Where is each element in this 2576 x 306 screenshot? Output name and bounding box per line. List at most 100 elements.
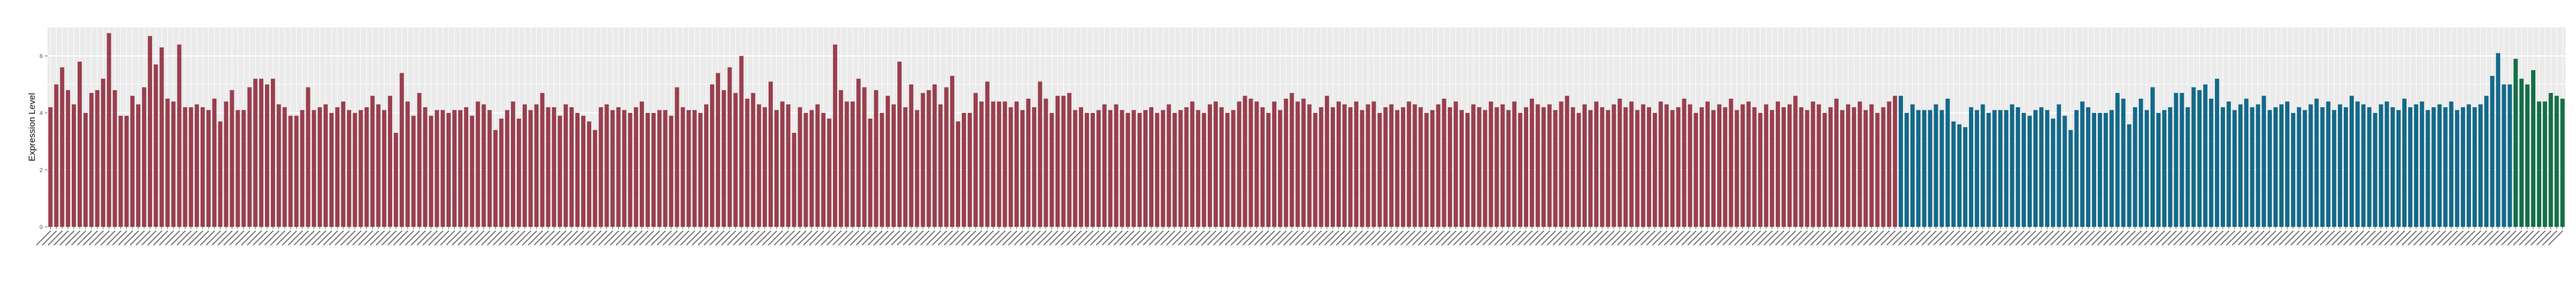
bar xyxy=(780,101,785,227)
x-tick-label xyxy=(1869,230,1884,246)
bar xyxy=(1407,101,1412,227)
bar xyxy=(710,84,715,227)
bar xyxy=(2560,99,2565,227)
bar xyxy=(2496,53,2501,227)
bar xyxy=(1570,107,1575,227)
x-tick-label xyxy=(2062,230,2077,246)
x-tick-label xyxy=(1840,230,1855,246)
x-tick-label xyxy=(621,230,637,246)
x-tick-label xyxy=(112,230,127,246)
x-tick-label xyxy=(1353,230,1369,246)
x-tick-label xyxy=(1254,230,1269,246)
x-tick-label xyxy=(1388,230,1404,246)
bar xyxy=(1746,101,1751,227)
bar xyxy=(1237,101,1242,227)
x-tick-label xyxy=(1066,230,1082,246)
x-tick-label xyxy=(1916,230,1931,246)
bar xyxy=(1659,101,1663,227)
x-tick-label xyxy=(1734,230,1749,246)
bar xyxy=(1453,101,1458,227)
x-tick-label xyxy=(1149,230,1164,246)
bar xyxy=(874,90,878,227)
x-tick-label xyxy=(791,230,807,246)
x-tick-label xyxy=(785,230,801,246)
bar xyxy=(54,84,59,227)
x-tick-label xyxy=(329,230,344,246)
x-tick-label xyxy=(1395,230,1410,246)
x-tick-label xyxy=(1072,230,1088,246)
x-tick-label xyxy=(557,230,572,246)
x-tick-label xyxy=(1107,230,1123,246)
x-tick-label xyxy=(212,230,227,246)
x-tick-label xyxy=(961,230,977,246)
bar xyxy=(2414,104,2419,227)
x-tick-label xyxy=(2472,230,2487,246)
x-tick-label xyxy=(2548,230,2563,246)
x-tick-label xyxy=(1628,230,1644,246)
x-tick-label xyxy=(1757,230,1773,246)
x-tick-label xyxy=(1717,230,1732,246)
x-tick-label xyxy=(2425,230,2440,246)
bar xyxy=(1928,110,1933,227)
bar xyxy=(1582,104,1587,227)
bar xyxy=(546,107,551,227)
y-axis-ticks: 0 2 4 6 xyxy=(40,53,48,231)
x-tick-label xyxy=(194,230,210,246)
x-tick-label xyxy=(827,230,842,246)
bar xyxy=(218,121,223,227)
x-tick-label xyxy=(2378,230,2393,246)
x-tick-label xyxy=(2501,230,2516,246)
x-tick-label xyxy=(463,230,479,246)
bar xyxy=(1512,101,1517,227)
bar xyxy=(171,101,176,227)
x-tick-label xyxy=(697,230,713,246)
x-tick-label xyxy=(498,230,514,246)
x-tick-label xyxy=(2308,230,2323,246)
bar xyxy=(968,113,972,227)
bar xyxy=(657,110,662,227)
bar xyxy=(745,99,750,227)
x-tick-label xyxy=(943,230,959,246)
x-tick-label xyxy=(1687,230,1702,246)
bar xyxy=(2314,99,2319,227)
x-tick-label xyxy=(1429,230,1445,246)
x-tick-label xyxy=(1886,230,1902,246)
x-tick-label xyxy=(1002,230,1017,246)
bar xyxy=(1705,101,1710,227)
x-tick-label xyxy=(844,230,859,246)
x-tick-label xyxy=(141,230,157,246)
bar xyxy=(1612,104,1616,227)
bar xyxy=(505,110,509,227)
bar xyxy=(1758,113,1763,227)
x-tick-label xyxy=(2162,230,2177,246)
bar xyxy=(1395,110,1399,227)
bar xyxy=(727,67,732,227)
bar xyxy=(2478,104,2483,227)
x-tick-label xyxy=(381,230,397,246)
bar xyxy=(1254,101,1259,227)
bar xyxy=(1002,101,1007,227)
x-tick-label xyxy=(1213,230,1228,246)
bar xyxy=(288,116,293,227)
bar xyxy=(552,107,556,227)
bar xyxy=(1822,113,1827,227)
bar xyxy=(2350,95,2354,227)
x-tick-label xyxy=(405,230,420,246)
x-tick-label xyxy=(1927,230,1943,246)
bar xyxy=(183,107,187,227)
x-tick-label xyxy=(1043,230,1058,246)
x-tick-label xyxy=(1582,230,1597,246)
x-tick-label xyxy=(2220,230,2236,246)
bar xyxy=(2004,110,2009,227)
x-tick-label xyxy=(1289,230,1304,246)
bar xyxy=(786,104,791,227)
bar xyxy=(1863,110,1868,227)
bar xyxy=(95,90,100,227)
x-tick-label xyxy=(545,230,561,246)
bar xyxy=(1858,101,1862,227)
bar xyxy=(2285,101,2290,227)
x-tick-label xyxy=(2484,230,2499,246)
bar xyxy=(1553,110,1558,227)
x-tick-label xyxy=(2097,230,2113,246)
x-tick-label xyxy=(1242,230,1257,246)
